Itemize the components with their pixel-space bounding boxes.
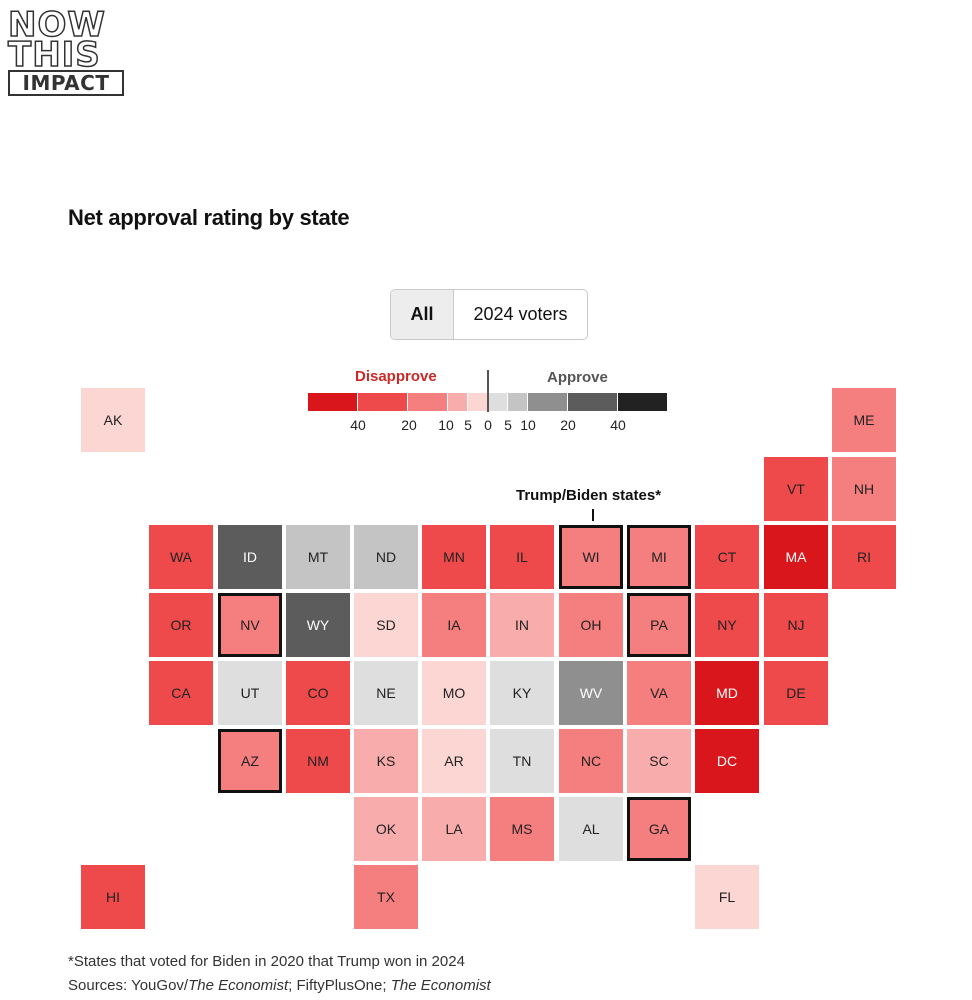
state-tile-ne[interactable]: NE [354, 661, 418, 725]
state-tile-wa[interactable]: WA [149, 525, 213, 589]
legend-tick-label: 5 [504, 417, 512, 433]
sources-prefix: Sources: YouGov/ [68, 977, 189, 994]
swing-states-label: Trump/Biden states* [516, 487, 662, 504]
state-tile-mi[interactable]: MI [627, 525, 691, 589]
state-tile-nm[interactable]: NM [286, 729, 350, 793]
legend-tick-label: 10 [520, 417, 536, 433]
legend-swatch-0 [308, 393, 357, 411]
legend-tick-label: 20 [401, 417, 417, 433]
state-tile-ks[interactable]: KS [354, 729, 418, 793]
legend-zero-line [487, 370, 489, 412]
legend-tick-label: 0 [484, 417, 492, 433]
legend-swatch-5 [488, 393, 507, 411]
state-tile-tn[interactable]: TN [490, 729, 554, 793]
state-tile-il[interactable]: IL [490, 525, 554, 589]
toggle-2024-voters-button[interactable]: 2024 voters [473, 304, 568, 324]
sources: Sources: YouGov/The Economist; FiftyPlus… [68, 977, 491, 994]
state-tile-nc[interactable]: NC [559, 729, 623, 793]
state-tile-ga[interactable]: GA [627, 797, 691, 861]
state-tile-in[interactable]: IN [490, 593, 554, 657]
chart-title: Net approval rating by state [68, 205, 350, 230]
legend-swatch-8 [568, 393, 617, 411]
toggle-all-button[interactable]: All [391, 290, 454, 339]
state-tile-id[interactable]: ID [218, 525, 282, 589]
legend-tick-label: 20 [560, 417, 576, 433]
state-tile-oh[interactable]: OH [559, 593, 623, 657]
sources-economist-1: The Economist [188, 977, 289, 994]
legend-tick-label: 10 [438, 417, 454, 433]
legend-swatch-1 [358, 393, 407, 411]
legend-swatch-3 [448, 393, 467, 411]
state-tile-nv[interactable]: NV [218, 593, 282, 657]
state-tile-ct[interactable]: CT [695, 525, 759, 589]
state-tile-vt[interactable]: VT [764, 457, 828, 521]
legend-approve-label: Approve [547, 369, 608, 386]
state-tile-ky[interactable]: KY [490, 661, 554, 725]
state-tile-nj[interactable]: NJ [764, 593, 828, 657]
state-tile-dc[interactable]: DC [695, 729, 759, 793]
state-tile-ar[interactable]: AR [422, 729, 486, 793]
legend-tick-label: 40 [610, 417, 626, 433]
logo-now: NOW [7, 5, 106, 45]
state-tile-md[interactable]: MD [695, 661, 759, 725]
state-tile-nh[interactable]: NH [832, 457, 896, 521]
sources-mid: ; FiftyPlusOne; [288, 977, 391, 994]
state-tile-ma[interactable]: MA [764, 525, 828, 589]
state-tile-fl[interactable]: FL [695, 865, 759, 929]
legend-swatch-6 [508, 393, 527, 411]
footnote: *States that voted for Biden in 2020 tha… [68, 953, 465, 970]
legend-swatch-9 [618, 393, 667, 411]
legend-swatch-4 [468, 393, 487, 411]
state-tile-mn[interactable]: MN [422, 525, 486, 589]
legend-tick-label: 5 [464, 417, 472, 433]
state-tile-sd[interactable]: SD [354, 593, 418, 657]
state-tile-wv[interactable]: WV [559, 661, 623, 725]
legend-disapprove-label: Disapprove [355, 368, 437, 385]
state-tile-ak[interactable]: AK [81, 388, 145, 452]
sources-economist-2: The Economist [390, 977, 491, 994]
logo-impact: IMPACT [8, 70, 124, 96]
state-tile-nd[interactable]: ND [354, 525, 418, 589]
state-tile-az[interactable]: AZ [218, 729, 282, 793]
state-tile-mt[interactable]: MT [286, 525, 350, 589]
state-tile-ny[interactable]: NY [695, 593, 759, 657]
state-tile-de[interactable]: DE [764, 661, 828, 725]
state-tile-ok[interactable]: OK [354, 797, 418, 861]
state-tile-sc[interactable]: SC [627, 729, 691, 793]
state-tile-al[interactable]: AL [559, 797, 623, 861]
state-tile-mo[interactable]: MO [422, 661, 486, 725]
state-tile-ri[interactable]: RI [832, 525, 896, 589]
legend-swatch-7 [528, 393, 567, 411]
swing-states-pointer [592, 509, 594, 521]
state-tile-tx[interactable]: TX [354, 865, 418, 929]
voter-toggle[interactable]: All 2024 voters [390, 289, 588, 340]
state-tile-me[interactable]: ME [832, 388, 896, 452]
nowthis-impact-logo: NOW THIS IMPACT [7, 5, 126, 96]
state-tile-ia[interactable]: IA [422, 593, 486, 657]
state-tile-la[interactable]: LA [422, 797, 486, 861]
state-tile-wy[interactable]: WY [286, 593, 350, 657]
state-tile-va[interactable]: VA [627, 661, 691, 725]
state-tile-hi[interactable]: HI [81, 865, 145, 929]
logo-this: THIS [7, 35, 101, 75]
state-tile-ut[interactable]: UT [218, 661, 282, 725]
legend-tick-label: 40 [350, 417, 366, 433]
state-tile-co[interactable]: CO [286, 661, 350, 725]
state-tile-ca[interactable]: CA [149, 661, 213, 725]
state-tile-or[interactable]: OR [149, 593, 213, 657]
state-tile-ms[interactable]: MS [490, 797, 554, 861]
state-tile-wi[interactable]: WI [559, 525, 623, 589]
state-tile-pa[interactable]: PA [627, 593, 691, 657]
legend-swatch-2 [408, 393, 447, 411]
